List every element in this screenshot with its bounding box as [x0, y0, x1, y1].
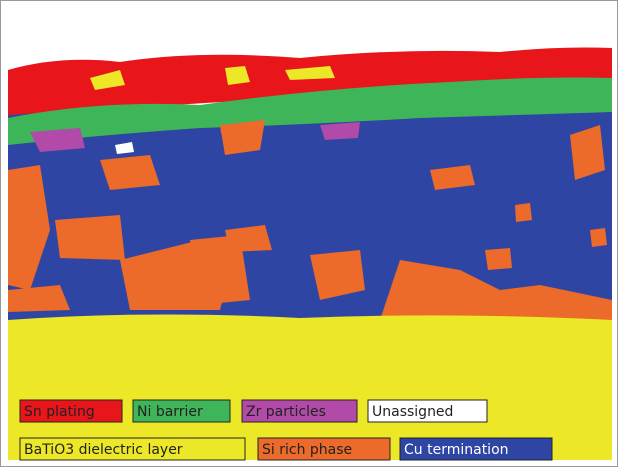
- legend-label: Zr particles: [246, 404, 326, 420]
- region: [8, 314, 612, 460]
- map-image: [8, 8, 612, 460]
- legend-label: Si rich phase: [262, 442, 352, 458]
- legend-swatch: [257, 437, 391, 461]
- legend-swatch: [367, 399, 488, 423]
- region: [8, 120, 612, 325]
- legend-swatch: [241, 399, 358, 423]
- legend-label: Unassigned: [372, 404, 453, 420]
- legend-label: BaTiO3 dielectric layer: [24, 442, 183, 458]
- region: [8, 77, 612, 145]
- legend-swatch: [19, 399, 123, 423]
- region: [115, 142, 134, 154]
- legend-label: Cu termination: [404, 442, 509, 458]
- region: [8, 47, 612, 115]
- legend-label: Ni barrier: [137, 404, 203, 420]
- legend-swatch: [132, 399, 231, 423]
- region: [90, 66, 335, 90]
- legend: Sn plating Ni barrier Zr particles Unassign…: [19, 399, 553, 461]
- region: [30, 122, 360, 152]
- legend-label: Sn plating: [24, 404, 95, 420]
- legend-swatch: [19, 437, 246, 461]
- legend-swatch: [399, 437, 553, 461]
